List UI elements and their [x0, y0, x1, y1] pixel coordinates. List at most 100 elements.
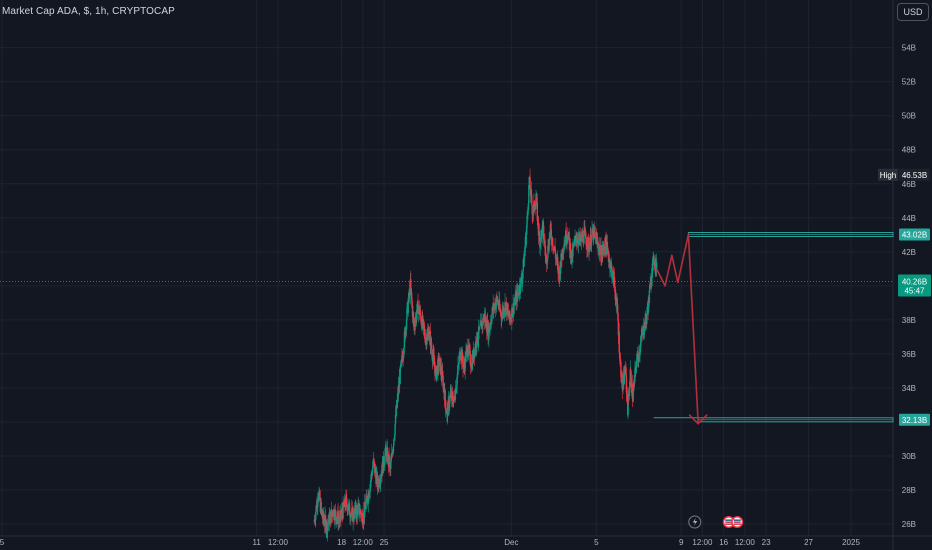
candle-body — [534, 202, 537, 210]
candle-body — [346, 509, 349, 512]
candle-body — [503, 308, 505, 315]
candle-body — [645, 313, 647, 320]
candle-body — [568, 232, 570, 240]
candle-body — [574, 235, 577, 239]
candle-body — [554, 246, 556, 253]
candle-body — [434, 367, 437, 376]
candle-body — [572, 246, 575, 248]
candle-body — [430, 346, 433, 350]
flag-icon-stripe-3 — [725, 523, 733, 525]
candle-body — [411, 305, 414, 317]
candle-body — [590, 235, 593, 245]
candle-body — [327, 523, 329, 525]
candle-body — [526, 215, 528, 227]
candle-body — [546, 257, 549, 262]
candle-body — [395, 404, 398, 416]
candle-body — [402, 356, 404, 361]
candle-body — [626, 392, 628, 394]
candle-body — [546, 261, 548, 265]
candle-body — [465, 351, 467, 363]
candle-body — [515, 295, 517, 305]
x-tick-label: 12:00 — [735, 538, 756, 547]
y-tick-label: 48B — [902, 146, 916, 155]
candle-body — [623, 370, 626, 385]
time-axis[interactable]: 5 11 12:00 18 12:00 25 Dec 5 9 12:00 16 12:00 23 27 20… — [0, 538, 860, 547]
currency-button[interactable]: USD — [897, 3, 929, 21]
candle-body — [347, 509, 349, 511]
candle-body — [517, 289, 519, 294]
candle-body — [478, 326, 481, 330]
candle-body — [526, 212, 529, 216]
candle-body — [424, 340, 427, 343]
candle-body — [593, 227, 595, 233]
candle-body — [562, 250, 564, 254]
candle-body — [646, 307, 648, 315]
price-axis[interactable]: 26B 28B 30B 34B 36B 38B 42B 44B 46B 48B 50B 52B 54B 4… — [878, 44, 931, 529]
candle-body — [315, 512, 317, 521]
candle-body — [384, 455, 386, 465]
candle-body — [577, 238, 580, 245]
candle-body — [499, 308, 502, 313]
candle-body — [417, 301, 419, 314]
candle-body — [385, 448, 388, 457]
candle-body — [410, 279, 412, 289]
candle-body — [513, 303, 516, 305]
candle-body — [556, 261, 559, 264]
candle-body — [633, 379, 635, 387]
candle-body — [349, 513, 351, 517]
candle-body — [618, 332, 620, 353]
candle-body — [614, 290, 617, 299]
candle-body — [330, 509, 332, 523]
candle-body — [603, 246, 606, 251]
candle-body — [534, 209, 536, 210]
candle-body — [586, 245, 588, 249]
candle-body — [478, 326, 480, 339]
candle-body — [489, 327, 491, 331]
candle-body — [489, 326, 491, 328]
flag-icon[interactable] — [722, 516, 735, 528]
candle-body — [358, 503, 361, 515]
candle-body — [598, 247, 600, 252]
candle-body — [547, 245, 550, 251]
candle-body — [419, 310, 422, 316]
candle-body — [513, 304, 515, 314]
candle-body — [483, 318, 485, 323]
candle-body — [340, 510, 342, 518]
candle-body — [639, 344, 642, 353]
candle-body — [402, 354, 405, 357]
candle-body — [617, 312, 619, 322]
candle-body — [327, 521, 330, 524]
candle-body — [538, 231, 541, 240]
candle-body — [590, 234, 592, 248]
high-tag-value: 46.53B — [902, 171, 927, 180]
candle-body — [351, 508, 353, 514]
candle-body — [390, 452, 393, 459]
candle-body — [469, 350, 471, 364]
candle-body — [366, 495, 368, 498]
candle-body — [488, 327, 490, 340]
candle-body — [636, 353, 639, 357]
dividend-icon[interactable] — [688, 515, 702, 529]
candle-body — [357, 505, 359, 516]
y-tick-label: 26B — [902, 520, 916, 529]
candle-body — [643, 331, 645, 334]
candle-body — [491, 307, 493, 315]
high-tag-value-bg — [899, 168, 930, 181]
candle-body — [334, 509, 336, 521]
candle-body — [540, 230, 542, 242]
candle-body — [367, 493, 370, 504]
candle-body — [561, 249, 564, 259]
candle-body — [551, 237, 554, 247]
flag-icon[interactable] — [731, 516, 744, 528]
candle-body — [452, 400, 454, 406]
candle-body — [532, 212, 534, 216]
candle-body — [503, 312, 505, 315]
candle-body — [468, 344, 470, 351]
candle-body — [496, 296, 498, 298]
candle-body — [541, 225, 544, 237]
candle-body — [422, 319, 425, 323]
candle-body — [345, 495, 347, 508]
candle-body — [361, 513, 364, 525]
upper-level-tag-bg — [899, 228, 930, 241]
